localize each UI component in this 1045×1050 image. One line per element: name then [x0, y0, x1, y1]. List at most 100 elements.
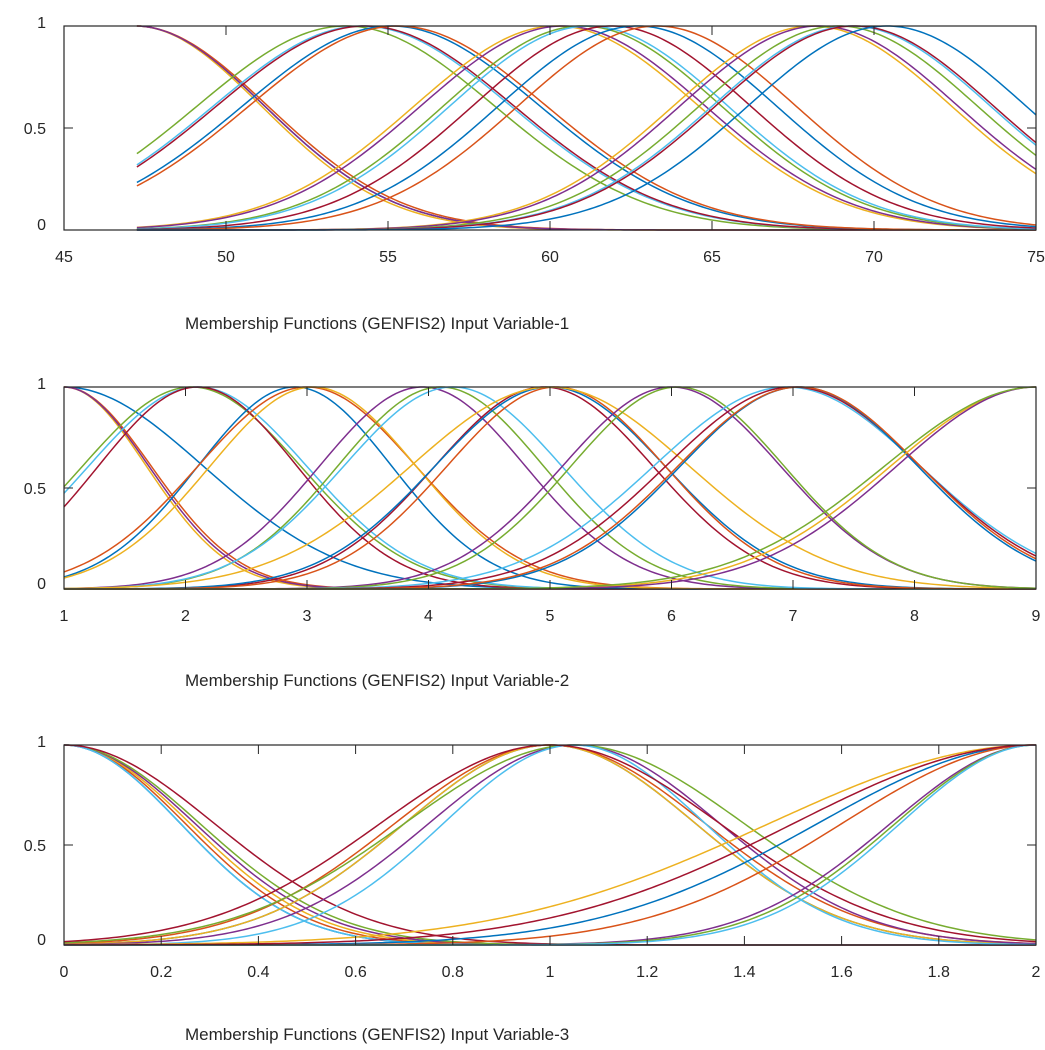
membership-curve [136, 25, 1036, 231]
membership-curve [136, 25, 1036, 231]
membership-curve [63, 744, 1036, 946]
membership-curve [64, 744, 1037, 946]
membership-curve [63, 386, 1036, 590]
x-tick-label: 0.8 [442, 964, 464, 981]
x-tick-label: 0 [60, 964, 69, 981]
membership-curve [63, 744, 1037, 943]
membership-curve [64, 744, 1037, 946]
axes-box [63, 744, 1037, 946]
curve-group [63, 744, 1037, 946]
membership-curve [136, 25, 1037, 231]
membership-curve [64, 386, 1037, 590]
x-tick-label: 2 [1032, 964, 1041, 981]
y-tick-label: 1 [37, 376, 46, 393]
x-tick-label: 5 [546, 608, 555, 625]
membership-curve [64, 744, 1037, 946]
membership-curve [136, 25, 1037, 231]
membership-curve [64, 386, 1037, 590]
membership-curve [63, 386, 1037, 590]
membership-curve [63, 386, 1036, 590]
membership-curve [63, 386, 1036, 590]
membership-curve [63, 386, 1036, 590]
x-tick-label: 55 [379, 249, 397, 266]
curve-group [136, 25, 1037, 231]
membership-curve [63, 744, 1036, 946]
x-tick-label: 75 [1027, 249, 1045, 266]
membership-curve [136, 25, 1037, 231]
tick-group: 0 0.2 0.4 0.6 0.8 1 1.2 1.4 1.6 1.8 2 0 0.5 1 [24, 734, 1041, 981]
membership-curve [64, 386, 1037, 590]
subplot-variable-2: 1 2 3 4 5 6 7 8 9 0 0.5 1 Membership Functions (GEN… [24, 376, 1041, 690]
subplot-variable-1: 45 50 55 60 65 70 75 0 0.5 1 Membership Functions… [24, 15, 1045, 333]
membership-curve [63, 386, 1036, 590]
subplot-variable-3: 0 0.2 0.4 0.6 0.8 1 1.2 1.4 1.6 1.8 2 0 0.5 1 Members… [24, 734, 1041, 1044]
x-tick-label: 45 [55, 249, 73, 266]
membership-curve [63, 744, 1037, 944]
y-tick-label: 0.5 [24, 481, 46, 498]
membership-curve [63, 386, 1036, 590]
x-tick-label: 0.2 [150, 964, 172, 981]
membership-curve [136, 25, 1036, 231]
membership-curve [136, 25, 1037, 231]
membership-curve [64, 386, 1037, 590]
membership-curve [64, 744, 1037, 946]
y-tick-label: 1 [37, 15, 46, 32]
membership-curve [64, 386, 1037, 590]
y-tick-label: 0 [37, 217, 46, 234]
x-tick-label: 0.4 [247, 964, 269, 981]
membership-curve [63, 744, 1037, 945]
y-tick-label: 0 [37, 576, 46, 593]
x-tick-label: 7 [789, 608, 798, 625]
membership-curve [64, 744, 1037, 946]
membership-curve [63, 744, 1037, 945]
membership-curve [136, 25, 1037, 231]
x-tick-label: 6 [667, 608, 676, 625]
x-tick-label: 70 [865, 249, 883, 266]
axes-box [63, 386, 1037, 590]
curve-group [63, 386, 1037, 590]
membership-curve [64, 386, 1037, 590]
x-tick-label: 1.6 [830, 964, 852, 981]
membership-curve [63, 744, 1036, 946]
membership-curve [63, 386, 1036, 590]
membership-curve [63, 744, 1037, 946]
x-tick-label: 1.4 [733, 964, 755, 981]
membership-curve [63, 386, 1036, 590]
membership-curve [64, 386, 1037, 590]
x-axis-label: Membership Functions (GENFIS2) Input Var… [185, 671, 569, 690]
y-tick-label: 0.5 [24, 838, 46, 855]
tick-group: 1 2 3 4 5 6 7 8 9 0 0.5 1 [24, 376, 1041, 625]
membership-curve [136, 25, 1036, 231]
membership-curve [64, 386, 1037, 590]
membership-curve [136, 25, 1037, 231]
x-tick-label: 1.8 [928, 964, 950, 981]
membership-curve [136, 25, 1036, 231]
membership-curve [136, 25, 1036, 231]
membership-curve [63, 744, 1036, 946]
membership-curve [136, 25, 1037, 231]
x-tick-label: 8 [910, 608, 919, 625]
membership-curve [136, 25, 1036, 231]
y-tick-label: 1 [37, 734, 46, 751]
x-tick-label: 1 [546, 964, 555, 981]
x-tick-label: 1 [60, 608, 69, 625]
membership-curve [63, 744, 1036, 946]
x-axis-label: Membership Functions (GENFIS2) Input Var… [185, 1025, 569, 1044]
membership-curve [63, 744, 1036, 946]
x-tick-label: 60 [541, 249, 559, 266]
y-tick-label: 0 [37, 932, 46, 949]
x-axis-label: Membership Functions (GENFIS2) Input Var… [185, 314, 569, 333]
membership-curve [63, 744, 1037, 946]
membership-curve [63, 386, 1036, 590]
membership-curve [136, 25, 1037, 231]
x-tick-label: 1.2 [636, 964, 658, 981]
membership-curve [136, 25, 1037, 231]
membership-curve [63, 386, 1036, 590]
membership-curve [64, 386, 1037, 590]
x-tick-label: 65 [703, 249, 721, 266]
x-tick-label: 9 [1032, 608, 1041, 625]
x-tick-label: 50 [217, 249, 235, 266]
x-tick-label: 4 [424, 608, 433, 625]
membership-curve [64, 744, 1037, 946]
